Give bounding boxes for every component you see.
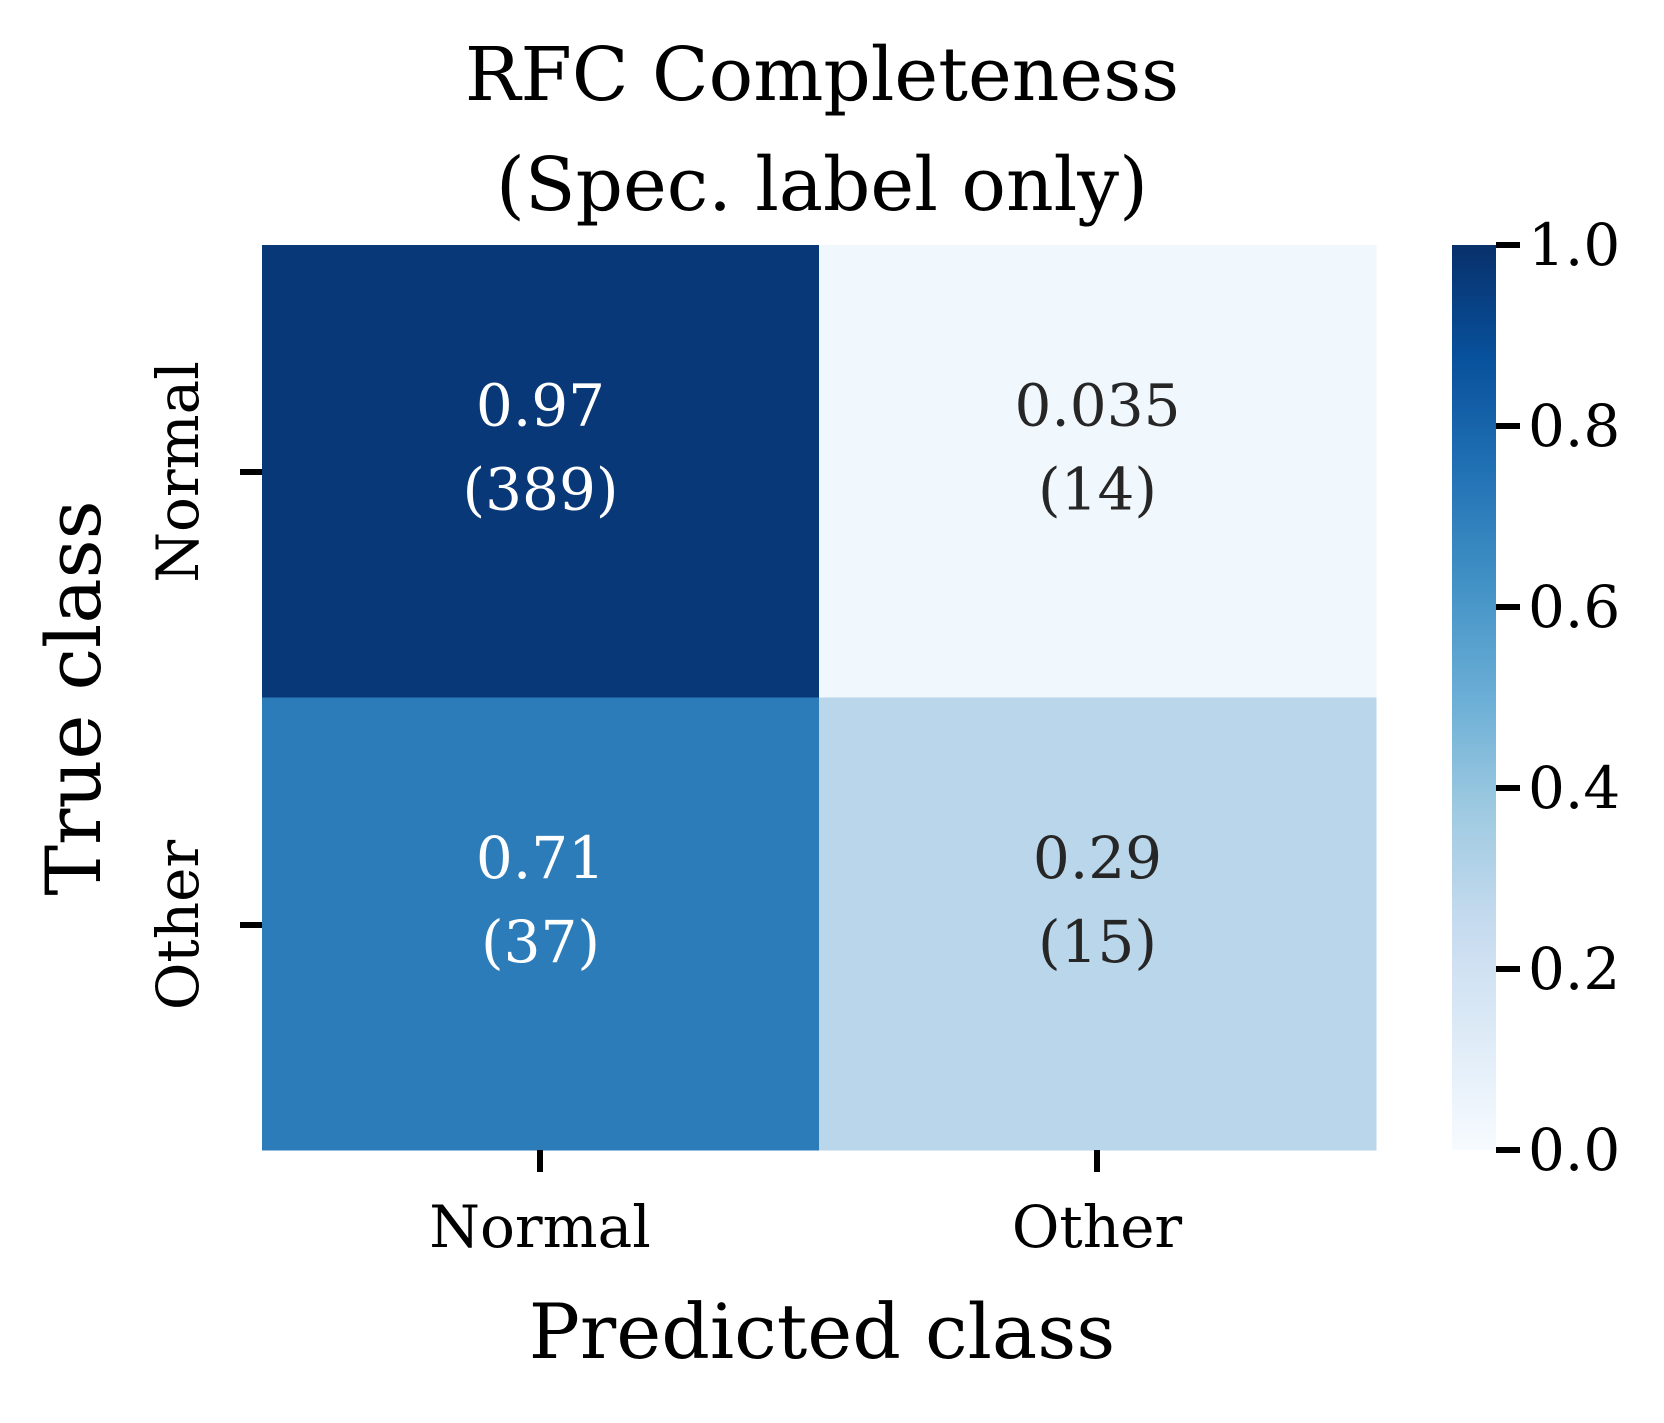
cell-count-label-other-other: (15) <box>1038 908 1157 976</box>
colorbar-tick-label-1.0: 1.0 <box>1528 211 1620 279</box>
cell-value-label-normal-normal: 0.97 <box>476 371 605 439</box>
y-axis-label: True class <box>29 500 118 895</box>
cell-count-label-normal-normal: (389) <box>463 455 619 523</box>
colorbar-tick-label-0.0: 0.0 <box>1528 1116 1620 1184</box>
colorbar-tick-label-0.6: 0.6 <box>1528 573 1620 641</box>
heatmap-cell-other-normal <box>262 697 820 1151</box>
colorbar-ticks: 0.0 0.2 0.4 0.6 0.8 1.0 <box>1496 211 1620 1184</box>
cell-value-label-normal-other: 0.035 <box>1014 371 1180 439</box>
cell-value-label-other-other: 0.29 <box>1033 824 1162 892</box>
colorbar-tick-label-0.2: 0.2 <box>1528 935 1620 1003</box>
chart-title-line-2: (Spec. label only) <box>496 142 1148 228</box>
colorbar-tick-label-0.4: 0.4 <box>1528 754 1620 822</box>
cell-value-label-other-normal: 0.71 <box>476 824 605 892</box>
y-axis: Normal Other True class <box>29 361 262 1010</box>
chart-title-line-1: RFC Completeness <box>465 32 1179 118</box>
x-tick-label-other: Other <box>1012 1193 1183 1261</box>
heatmap-cell-normal-normal <box>262 245 820 698</box>
colorbar: 0.0 0.2 0.4 0.6 0.8 1.0 <box>1452 211 1620 1184</box>
x-axis-label: Predicted class <box>529 1287 1115 1376</box>
y-tick-label-normal: Normal <box>144 361 212 583</box>
cell-count-label-normal-other: (14) <box>1038 455 1157 523</box>
heatmap-cell-normal-other <box>819 245 1377 698</box>
colorbar-gradient <box>1452 245 1496 1150</box>
y-tick-label-other: Other <box>144 840 212 1011</box>
heatmap-cell-labels: 0.97 (389) 0.035 (14) 0.71 (37) 0.29 (15) <box>463 371 1181 976</box>
x-tick-label-normal: Normal <box>429 1193 651 1261</box>
cell-count-label-other-normal: (37) <box>481 908 600 976</box>
colorbar-tick-label-0.8: 0.8 <box>1528 392 1620 460</box>
heatmap-cells <box>262 245 1377 1151</box>
heatmap-cell-other-other <box>819 697 1377 1151</box>
x-axis: Normal Other Predicted class <box>429 1150 1182 1376</box>
